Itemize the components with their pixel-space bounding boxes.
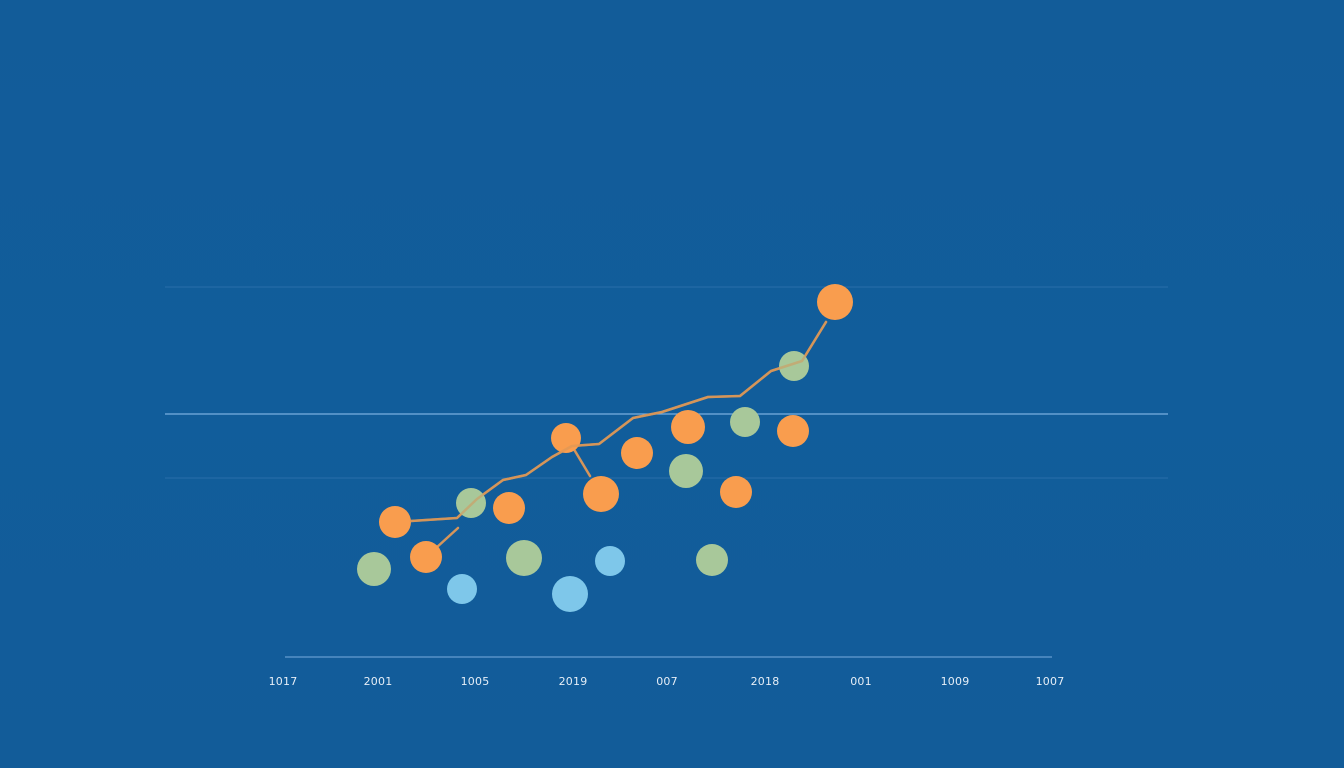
data-point-sage-green bbox=[696, 544, 728, 576]
trend-line-branch bbox=[570, 444, 592, 478]
data-point-sage-green bbox=[779, 351, 809, 381]
data-point-sage-green bbox=[730, 407, 760, 437]
x-tick-label: 007 bbox=[656, 675, 678, 688]
x-tick-label: 1009 bbox=[940, 675, 970, 688]
data-point-orange bbox=[493, 492, 525, 524]
x-tick-label: 2001 bbox=[363, 675, 393, 688]
x-tick-label: 1017 bbox=[268, 675, 298, 688]
data-point-orange bbox=[583, 476, 619, 512]
data-point-orange bbox=[720, 476, 752, 508]
data-point-light-blue bbox=[595, 546, 625, 576]
data-point-orange bbox=[621, 437, 653, 469]
data-point-sage-green bbox=[506, 540, 542, 576]
x-tick-label: 1007 bbox=[1035, 675, 1065, 688]
data-point-sage-green bbox=[669, 454, 703, 488]
trend-line-branch bbox=[434, 526, 460, 550]
x-tick-label: 2019 bbox=[558, 675, 588, 688]
data-point-orange bbox=[410, 541, 442, 573]
data-point-orange bbox=[671, 410, 705, 444]
gridlines bbox=[165, 286, 1168, 658]
x-tick-label: 1005 bbox=[460, 675, 490, 688]
data-point-orange bbox=[379, 506, 411, 538]
data-point-light-blue bbox=[552, 576, 588, 612]
trend-line-overlay bbox=[409, 320, 828, 523]
x-tick-label: 2018 bbox=[750, 675, 780, 688]
data-point-orange bbox=[777, 415, 809, 447]
data-points bbox=[357, 284, 853, 612]
x-tick-label: 001 bbox=[850, 675, 872, 688]
data-point-light-blue bbox=[447, 574, 477, 604]
data-point-orange bbox=[817, 284, 853, 320]
data-point-sage-green bbox=[357, 552, 391, 586]
